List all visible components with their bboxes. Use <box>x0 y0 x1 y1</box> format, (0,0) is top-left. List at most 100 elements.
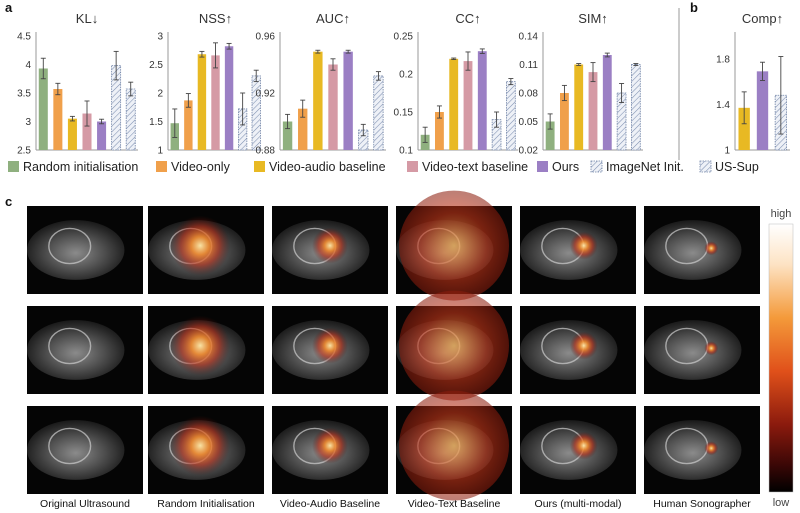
legend-swatch-ours <box>537 161 548 172</box>
column-caption-5: Ours (multi-modal) <box>535 498 622 510</box>
ultrasound-tissue <box>644 320 742 380</box>
ultrasound-tissue <box>644 220 742 280</box>
ultrasound-anatomy-outline <box>48 427 92 465</box>
chart-title-auc: AUC↑ <box>316 11 350 26</box>
saliency-heat-overlay <box>569 431 598 460</box>
bar-cc-video_text <box>463 61 473 150</box>
tick-label-auc: 0.92 <box>256 89 276 100</box>
bar-nss-video_text <box>211 55 220 150</box>
saliency-heat-overlay <box>170 415 231 476</box>
chart-auc: AUC↑ 0.88 0.92 0.96 <box>256 11 386 157</box>
chart-sim: SIM↑ 0.02 0.05 0.08 0.11 0.14 <box>519 11 643 157</box>
tick-label-sim: 0.14 <box>519 32 539 43</box>
ultrasound-tissue <box>520 220 618 280</box>
tick-label-kl: 3 <box>25 117 31 128</box>
ultrasound-frame-r3-c5 <box>520 406 636 494</box>
panel-letter-c: c <box>5 194 12 209</box>
legend-item-video_audio: Video-audio baseline <box>254 160 386 174</box>
ultrasound-tissue <box>27 220 125 280</box>
column-caption-4: Video-Text Baseline <box>408 498 501 510</box>
legend-item-us_sup: US-Sup <box>699 160 759 174</box>
bar-kl-random <box>38 68 48 150</box>
bar-sim-video_text <box>588 72 598 150</box>
ultrasound-tissue <box>520 420 618 480</box>
ultrasound-frame-r1-c1 <box>27 206 143 294</box>
tick-label-kl: 2.5 <box>17 146 31 157</box>
chart-title-comp: Comp↑ <box>742 11 783 26</box>
legend-item-ours: Ours <box>537 160 579 174</box>
bar-auc-video_only <box>298 108 308 150</box>
chart-nss: NSS↑ 1 1.5 2 2.5 3 <box>149 11 263 157</box>
tick-label-kl: 4.5 <box>17 32 31 43</box>
legend-label-imagenet: ImageNet Init. <box>606 160 684 174</box>
bar-cc-video_only <box>435 112 444 150</box>
ultrasound-frame-r1-c2 <box>148 206 264 294</box>
ultrasound-frame-r2-c6 <box>644 306 760 394</box>
saliency-heat-overlay <box>399 190 509 301</box>
ultrasound-frame-r2-c1 <box>27 306 143 394</box>
ultrasound-frame-r3-c6 <box>644 406 760 494</box>
ultrasound-anatomy-outline <box>48 227 92 265</box>
ultrasound-frame-r3-c2 <box>148 406 264 494</box>
bar-sim-video_only <box>560 93 569 150</box>
ultrasound-frame-r3-c4 <box>396 390 512 501</box>
saliency-heat-overlay <box>312 227 348 264</box>
column-caption-1: Original Ultrasound <box>40 498 130 510</box>
legend-item-video_only: Video-only <box>156 160 231 174</box>
ultrasound-frame-r3-c1 <box>27 406 143 494</box>
panel-letter-b: b <box>690 0 698 15</box>
tick-label-nss: 3 <box>157 32 163 43</box>
saliency-heat-overlay <box>312 327 348 364</box>
column-caption-2: Random Initialisation <box>157 498 255 510</box>
bar-sim-ours <box>602 55 612 150</box>
legend-label-video_text: Video-text baseline <box>422 160 528 174</box>
saliency-heat-overlay <box>170 315 231 376</box>
legend-swatch-video_only <box>156 161 167 172</box>
chart-title-nss: NSS↑ <box>199 11 232 26</box>
tick-label-kl: 4 <box>25 60 31 71</box>
bar-kl-video_text <box>82 113 92 150</box>
chart-title-sim: SIM↑ <box>578 11 608 26</box>
chart-cc: CC↑ 0.1 0.15 0.2 0.25 <box>394 11 518 157</box>
saliency-heat-overlay <box>170 215 231 276</box>
ultrasound-frame-r1-c3 <box>272 206 388 294</box>
ultrasound-tissue <box>520 320 618 380</box>
ultrasound-frame-r2-c2 <box>148 306 264 394</box>
tick-label-comp: 1 <box>724 146 730 157</box>
bar-auc-video_text <box>328 64 338 150</box>
tick-label-nss: 2.5 <box>149 60 163 71</box>
ultrasound-frame-r1-c4 <box>396 190 512 301</box>
bar-kl-us_sup <box>125 88 136 151</box>
tick-label-cc: 0.2 <box>399 70 413 81</box>
ultrasound-frame-r1-c5 <box>520 206 636 294</box>
tick-label-comp: 1.4 <box>716 100 730 111</box>
saliency-heat-overlay <box>569 331 598 360</box>
colorbar-low-label: low <box>773 497 790 509</box>
legend-swatch-us_sup <box>699 160 712 173</box>
legend-label-video_only: Video-only <box>171 160 231 174</box>
tick-label-sim: 0.08 <box>519 89 539 100</box>
column-caption-3: Video-Audio Baseline <box>280 498 380 510</box>
tick-label-sim: 0.02 <box>519 146 539 157</box>
legend-swatch-video_audio <box>254 161 265 172</box>
saliency-image-grid: Original Ultrasound Random Initialisation… <box>27 190 760 510</box>
tick-label-cc: 0.1 <box>399 146 413 157</box>
chart-comp: Comp↑ 1 1.4 1.8 <box>716 11 790 157</box>
tick-label-sim: 0.11 <box>519 60 538 71</box>
ultrasound-frame-r1-c6 <box>644 206 760 294</box>
bar-auc-random <box>282 121 293 150</box>
ultrasound-frame-r2-c4 <box>396 290 512 401</box>
saliency-heat-overlay <box>704 441 719 456</box>
legend-label-us_sup: US-Sup <box>715 160 759 174</box>
bar-auc-us_sup <box>373 75 384 151</box>
legend-swatch-imagenet <box>590 160 603 173</box>
tick-label-comp: 1.8 <box>716 54 730 65</box>
legend-item-imagenet: ImageNet Init. <box>590 160 684 174</box>
ultrasound-frame-r2-c3 <box>272 306 388 394</box>
bar-nss-video_audio <box>197 54 207 150</box>
bar-kl-ours <box>97 121 107 150</box>
bar-sim-imagenet <box>616 92 627 151</box>
panel-letter-a: a <box>5 0 13 15</box>
ultrasound-anatomy-outline <box>48 327 92 365</box>
tick-label-auc: 0.96 <box>256 32 276 43</box>
